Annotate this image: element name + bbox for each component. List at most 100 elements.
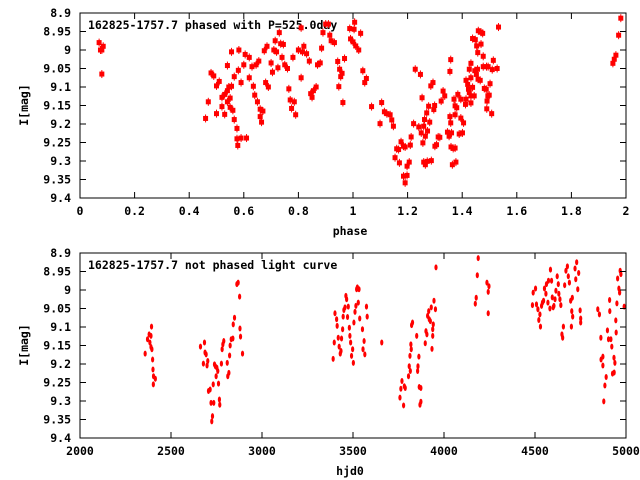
data-point xyxy=(353,308,357,315)
y-tick-label: 8.9 xyxy=(50,6,71,20)
data-point xyxy=(419,385,423,392)
data-point xyxy=(332,339,336,346)
data-point xyxy=(424,110,430,116)
data-point xyxy=(347,26,353,32)
data-point xyxy=(542,285,547,292)
data-point xyxy=(261,48,267,54)
data-point xyxy=(275,65,281,71)
data-point xyxy=(229,83,235,89)
data-point xyxy=(599,334,603,341)
data-point xyxy=(575,259,579,266)
data-point xyxy=(342,56,348,62)
data-point xyxy=(284,66,290,71)
data-point xyxy=(219,360,224,367)
data-point xyxy=(604,373,608,380)
data-point xyxy=(402,144,408,150)
data-point xyxy=(533,285,538,292)
data-point xyxy=(447,68,453,74)
data-point xyxy=(476,255,480,262)
data-point xyxy=(308,91,314,97)
data-point xyxy=(458,96,464,102)
data-point xyxy=(422,133,428,139)
data-point xyxy=(410,319,415,326)
data-point xyxy=(570,294,574,301)
data-point xyxy=(238,80,244,86)
data-point xyxy=(362,338,366,345)
data-point xyxy=(353,43,359,49)
data-point xyxy=(601,362,605,369)
data-point xyxy=(427,119,433,125)
data-point xyxy=(596,306,600,313)
data-point xyxy=(409,341,413,348)
data-point xyxy=(434,142,440,148)
y-tick-label: 9.35 xyxy=(43,173,71,187)
data-point xyxy=(99,71,105,77)
data-point xyxy=(473,71,479,77)
data-point xyxy=(455,91,461,97)
data-point xyxy=(567,279,571,286)
data-point xyxy=(216,380,221,387)
data-point xyxy=(612,369,616,376)
data-point xyxy=(339,70,345,76)
data-point xyxy=(219,94,225,100)
data-point xyxy=(603,382,607,389)
data-point xyxy=(424,158,430,164)
data-point xyxy=(387,112,393,118)
data-point xyxy=(471,93,477,99)
y-tick-label: 9.05 xyxy=(43,62,71,76)
data-point xyxy=(214,83,219,89)
data-point xyxy=(212,399,216,406)
data-point xyxy=(468,100,474,106)
data-point xyxy=(218,401,222,408)
data-point xyxy=(384,111,390,117)
data-point xyxy=(565,263,569,270)
data-point xyxy=(351,346,355,353)
data-point xyxy=(555,273,559,280)
data-point xyxy=(399,385,403,392)
data-point xyxy=(224,99,230,105)
y-axis-label: I[mag] xyxy=(17,84,31,126)
data-point xyxy=(309,94,315,100)
data-point xyxy=(487,283,491,290)
data-point xyxy=(431,332,435,339)
data-point xyxy=(423,340,427,347)
data-point xyxy=(280,41,286,47)
data-point xyxy=(252,92,258,98)
data-point xyxy=(231,321,235,328)
data-point xyxy=(597,311,602,318)
data-point xyxy=(208,70,214,76)
data-point xyxy=(301,43,307,49)
data-point xyxy=(313,84,319,90)
data-point xyxy=(463,77,469,83)
data-point xyxy=(416,124,422,130)
data-point xyxy=(428,83,434,89)
data-point xyxy=(484,98,490,104)
x-tick-label: 2000 xyxy=(66,444,94,458)
data-point xyxy=(317,60,323,66)
data-point xyxy=(407,142,413,148)
data-point xyxy=(415,332,419,339)
data-point xyxy=(203,115,209,121)
data-point xyxy=(431,326,435,333)
data-point xyxy=(222,338,226,345)
data-point xyxy=(427,308,431,315)
data-point xyxy=(220,346,224,353)
data-point xyxy=(474,43,480,49)
data-point xyxy=(548,266,553,273)
data-point xyxy=(403,385,407,392)
data-point xyxy=(331,40,337,46)
x-tick-label: 4000 xyxy=(430,444,458,458)
data-point xyxy=(544,290,548,297)
data-point xyxy=(224,88,230,94)
x-tick-label: 1.8 xyxy=(561,204,582,218)
data-point xyxy=(618,289,622,296)
data-point xyxy=(298,75,304,81)
data-point xyxy=(474,294,478,301)
data-point xyxy=(556,281,560,288)
data-point xyxy=(351,359,355,366)
data-point xyxy=(558,296,562,303)
data-point xyxy=(204,351,208,358)
data-point xyxy=(336,334,340,341)
data-point xyxy=(438,98,444,104)
data-point xyxy=(352,19,358,25)
